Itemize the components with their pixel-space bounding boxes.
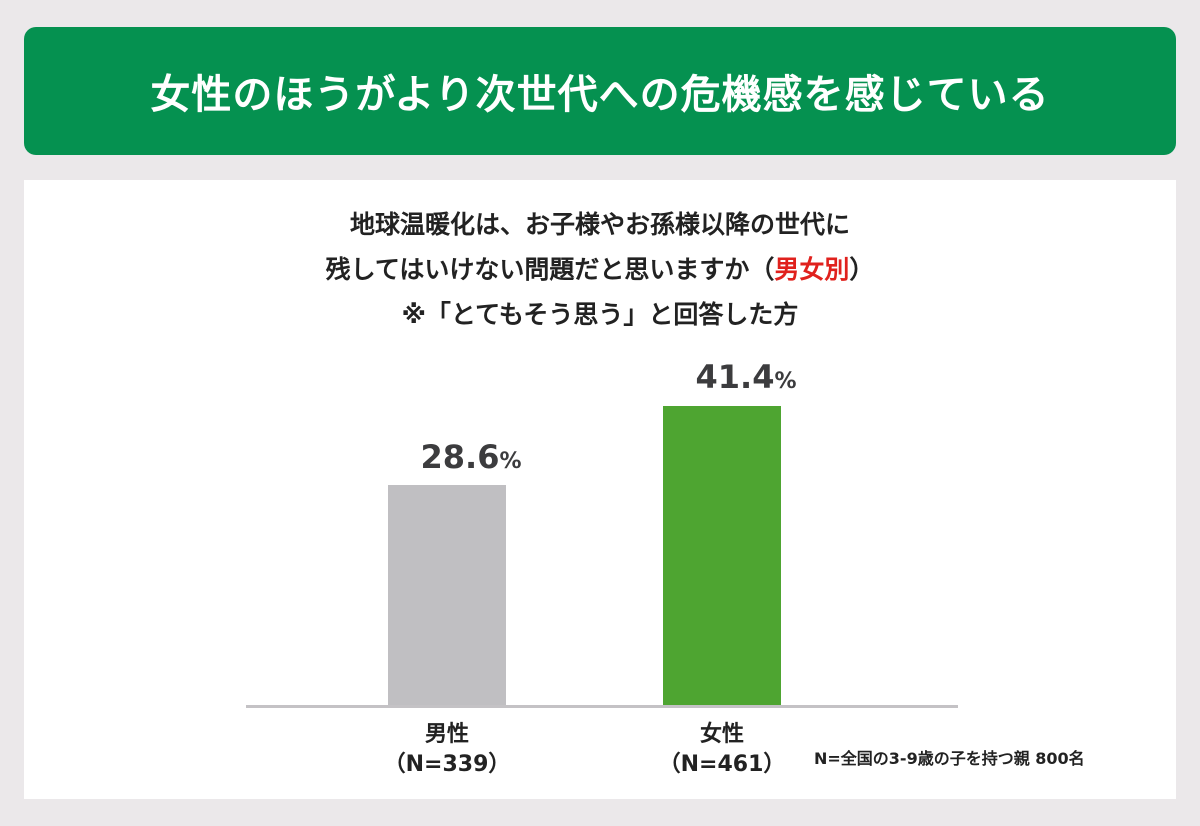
chart-panel: 地球温暖化は、お子様やお孫様以降の世代に 残してはいけない問題だと思いますか（男… <box>24 180 1176 799</box>
category-label-female: 女性 （N=461） <box>622 720 822 780</box>
bar-female <box>663 406 781 705</box>
question-highlight: 男女別 <box>774 255 850 284</box>
category-n-female: （N=461） <box>658 752 786 777</box>
bar-male <box>388 485 506 705</box>
bar-value-male: 28.6 <box>420 438 500 476</box>
bar-value-label-female: 41.4% <box>646 358 846 396</box>
question-line-2-text: 残してはいけない問題だと思いますか（ <box>325 255 775 284</box>
category-name-male: 男性 <box>424 722 469 747</box>
chart-question: 地球温暖化は、お子様やお孫様以降の世代に 残してはいけない問題だと思いますか（男… <box>24 202 1176 337</box>
category-n-male: （N=339） <box>383 752 511 777</box>
bar-value-female: 41.4 <box>695 358 775 396</box>
sample-note: N=全国の3-9歳の子を持つ親 800名 <box>814 749 1085 768</box>
question-line-2: 残してはいけない問題だと思いますか（男女別） <box>24 247 1176 292</box>
bar-value-label-male: 28.6% <box>371 438 571 476</box>
bar-unit-female: % <box>774 369 797 394</box>
question-line-1: 地球温暖化は、お子様やお孫様以降の世代に <box>349 210 850 239</box>
bar-unit-male: % <box>499 449 522 474</box>
question-line-2-close: ） <box>849 255 875 284</box>
header-banner: 女性のほうがより次世代への危機感を感じている <box>24 27 1176 155</box>
header-title: 女性のほうがより次世代への危機感を感じている <box>150 72 1050 118</box>
category-name-female: 女性 <box>699 722 744 747</box>
category-label-male: 男性 （N=339） <box>347 720 547 780</box>
x-axis-line <box>246 705 958 708</box>
question-line-3: ※「とてもそう思う」と回答した方 <box>401 300 799 329</box>
